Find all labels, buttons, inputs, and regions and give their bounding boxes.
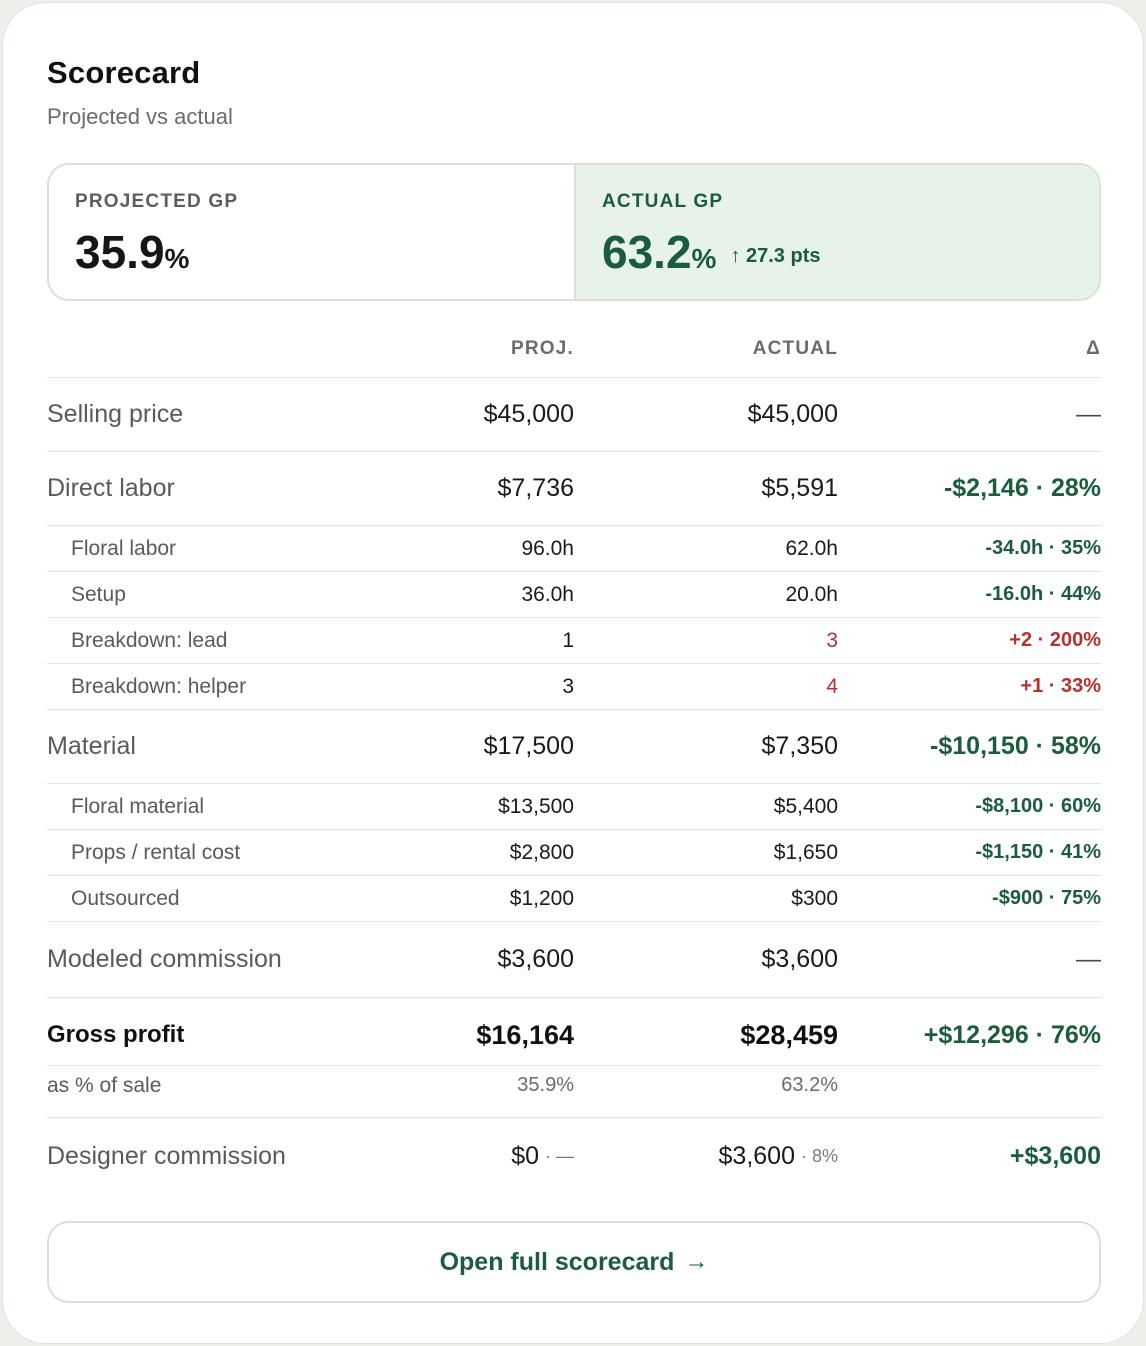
actual-gp-panel: ACTUAL GP 63.2% ↑ 27.3 pts [574,165,1099,299]
row-delta: — [1076,945,1101,973]
scorecard-table: PROJ. ACTUAL Δ Selling price $45,000 $45… [47,321,1101,1194]
row-proj: $0 · — [511,1118,574,1194]
row-label: Breakdown: lead [71,628,228,652]
actual-note: · 8% [800,1145,838,1166]
row-label: Outsourced [71,886,180,910]
row-actual: $28,459 [740,1019,838,1050]
proj-note: · — [545,1145,574,1166]
row-breakdown-lead: Breakdown: lead 1 3 +2 · 200% [47,618,1101,664]
card-title: Scorecard [47,55,201,90]
arrow-right-icon: → [684,1248,709,1275]
header-delta: Δ [1086,338,1101,359]
row-delta: +$12,296 · 76% [923,1020,1101,1049]
row-proj: $13,500 [498,794,574,818]
table-header: PROJ. ACTUAL Δ [47,321,1101,378]
actual-gp-label: ACTUAL GP [602,191,724,212]
row-proj: $3,600 [497,945,574,973]
row-proj: 3 [562,674,574,698]
row-label: Material [47,732,136,760]
row-delta: -$1,150 · 41% [975,841,1101,863]
row-outsourced: Outsourced $1,200 $300 -$900 · 75% [47,876,1101,922]
row-delta: +1 · 33% [1020,675,1101,697]
row-label: Selling price [47,400,184,428]
row-designer-commission: Designer commission $0 · — $3,600 · 8% +$3… [47,1118,1101,1194]
row-proj: $2,800 [509,840,574,864]
row-delta: -$900 · 75% [992,887,1101,909]
row-proj: $17,500 [483,732,574,760]
projected-gp-panel: PROJECTED GP 35.9% [49,165,574,299]
open-full-scorecard-label: Open full scorecard [439,1247,675,1276]
row-label: Setup [71,582,126,606]
row-modeled-commission: Modeled commission $3,600 $3,600 — [47,922,1101,998]
row-direct-labor: Direct labor $7,736 $5,591 -$2,146 · 28% [47,452,1101,526]
row-actual: 20.0h [785,582,838,606]
row-actual: $300 [791,886,838,910]
actual-gp-value: 63.2% ↑ 27.3 pts [602,225,820,279]
actual-gp-unit: % [691,243,717,274]
row-label: Breakdown: helper [71,674,247,698]
actual-gp-delta: ↑ 27.3 pts [730,245,821,267]
row-actual: $45,000 [747,400,838,428]
row-delta: — [1076,400,1101,428]
row-actual: $3,600 · 8% [719,1118,838,1194]
header-actual: ACTUAL [752,338,838,359]
row-label: Floral material [71,794,205,818]
open-full-scorecard-button[interactable]: Open full scorecard → [47,1221,1101,1303]
row-actual: $7,350 [761,732,838,760]
row-breakdown-helper: Breakdown: helper 3 4 +1 · 33% [47,664,1101,710]
row-actual: $5,400 [773,794,838,818]
row-label: Modeled commission [47,945,282,973]
row-delta: +2 · 200% [1009,629,1101,651]
row-delta: -16.0h · 44% [985,583,1101,605]
row-label: Props / rental cost [71,840,241,864]
row-actual: 3 [826,628,838,652]
row-delta: -$10,150 · 58% [930,732,1101,760]
row-proj: $45,000 [483,400,574,428]
row-material: Material $17,500 $7,350 -$10,150 · 58% [47,710,1101,784]
row-gross-profit: Gross profit $16,164 $28,459 +$12,296 · … [47,998,1101,1066]
card-subtitle: Projected vs actual [47,104,233,129]
row-proj: $7,736 [497,474,574,502]
row-props-rental: Props / rental cost $2,800 $1,650 -$1,15… [47,830,1101,876]
projected-gp-label: PROJECTED GP [75,191,239,212]
row-proj: $16,164 [476,1019,574,1050]
gp-summary: PROJECTED GP 35.9% ACTUAL GP 63.2% ↑ 27.3… [47,163,1101,301]
row-proj: 36.0h [521,582,574,606]
row-actual: $5,591 [761,474,838,502]
row-actual: 62.0h [785,536,838,560]
proj-value: $0 [511,1141,539,1170]
row-label: Designer commission [47,1141,286,1170]
row-pct-of-sale: as % of sale 35.9% 63.2% [47,1066,1101,1118]
row-actual: $1,650 [773,840,838,864]
row-proj: 96.0h [521,536,574,560]
actual-value: $3,600 [718,1141,795,1170]
row-label: Floral labor [71,536,177,560]
row-actual: $3,600 [761,945,838,973]
row-actual: 4 [826,674,838,698]
row-label: Gross profit [47,1021,185,1048]
row-label: Direct labor [47,474,175,502]
row-proj: 1 [562,628,574,652]
row-proj: $1,200 [509,886,574,910]
row-selling-price: Selling price $45,000 $45,000 — [47,378,1101,452]
row-delta: -34.0h · 35% [985,537,1101,559]
projected-gp-unit: % [164,243,190,274]
row-delta: -$2,146 · 28% [943,474,1101,502]
row-delta: -$8,100 · 60% [975,795,1101,817]
row-setup: Setup 36.0h 20.0h -16.0h · 44% [47,572,1101,618]
row-floral-material: Floral material $13,500 $5,400 -$8,100 ·… [47,784,1101,830]
row-delta: +$3,600 [1009,1141,1101,1170]
row-proj: 35.9% [517,1074,574,1096]
projected-gp-value: 35.9% [75,225,189,279]
header-proj: PROJ. [510,338,574,359]
row-floral-labor: Floral labor 96.0h 62.0h -34.0h · 35% [47,526,1101,572]
row-label: as % of sale [47,1073,162,1097]
actual-gp-number: 63.2 [602,226,692,278]
projected-gp-number: 35.9 [75,226,165,278]
row-actual: 63.2% [781,1074,838,1096]
